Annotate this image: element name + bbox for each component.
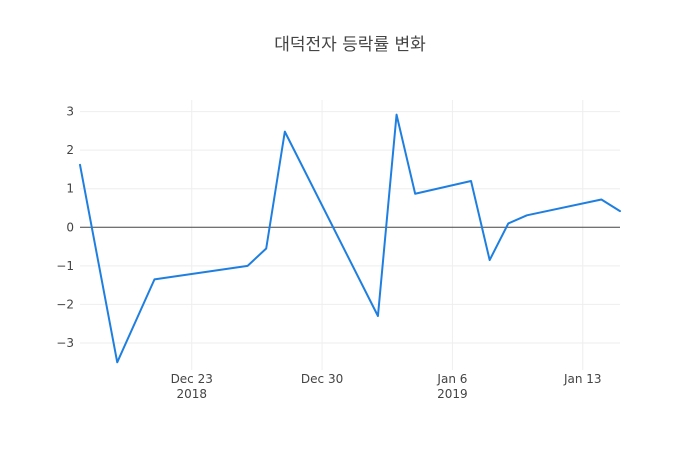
series-layer: [79, 113, 621, 364]
x-tick-year-label: 2018: [176, 387, 207, 401]
y-axis-tick-labels: 3 2 1 0 −1 −2 −3: [56, 105, 74, 350]
chart-title: 대덕전자 등락률 변화: [274, 35, 426, 55]
series-line: [79, 113, 621, 364]
x-tick-year-label: 2019: [437, 387, 468, 401]
x-tick-label: Dec 30: [301, 372, 343, 386]
y-tick-label: 0: [66, 220, 74, 234]
y-tick-label: 2: [66, 143, 74, 157]
grid-lines: [80, 100, 620, 370]
y-tick-label: −3: [56, 336, 74, 350]
y-tick-label: −1: [56, 259, 74, 273]
x-tick-label: Jan 6: [436, 372, 467, 386]
x-tick-label: Dec 23: [171, 372, 213, 386]
y-tick-label: 1: [66, 182, 74, 196]
y-tick-label: −2: [56, 297, 74, 311]
x-tick-label: Jan 13: [563, 372, 602, 386]
y-tick-label: 3: [66, 105, 74, 119]
